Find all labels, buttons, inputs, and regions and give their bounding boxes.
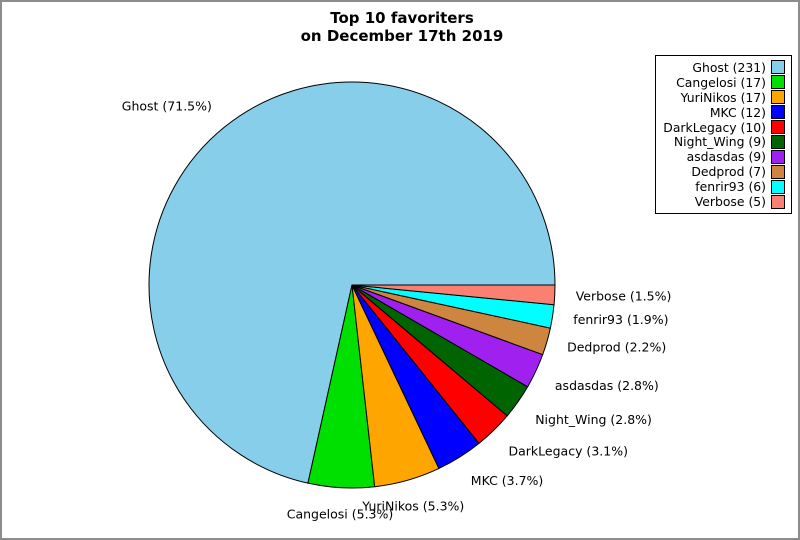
legend-item-Ghost: Ghost (231) [660,60,785,75]
legend-item-Night_Wing: Night_Wing (9) [660,134,785,150]
legend-item-label: Verbose (5) [694,194,766,210]
slice-label-Cangelosi: Cangelosi (5.3%) [287,507,394,522]
legend: Ghost (231) Cangelosi (17) YuriNikos (17) M… [655,55,792,214]
slice-label-asdasdas: asdasdas (2.8%) [555,378,659,393]
chart-title-line2: on December 17th 2019 [300,27,504,45]
legend-item-asdasdas: asdasdas (9) [660,149,785,164]
legend-color-swatch [771,120,785,135]
legend-color-swatch [771,90,785,105]
legend-color-swatch [771,60,785,75]
legend-item-label: fenrir93 (6) [695,179,766,195]
legend-item-Dedprod: Dedprod (7) [660,164,785,179]
slice-label-YuriNikos: YuriNikos (5.3%) [361,498,464,513]
slice-label-Night_Wing: Night_Wing (2.8%) [535,412,652,427]
legend-color-swatch [771,75,785,90]
slice-label-fenrir93: fenrir93 (1.9%) [573,312,668,327]
legend-color-swatch [771,179,785,194]
pie-slice-Ghost [148,81,556,484]
legend-item-DarkLegacy: DarkLegacy (10) [660,120,785,135]
slice-label-MKC: MKC (3.7%) [471,473,544,488]
legend-color-swatch [771,194,785,209]
legend-color-swatch [771,149,785,164]
slice-label-DarkLegacy: DarkLegacy (3.1%) [509,443,628,458]
legend-item-label: YuriNikos (17) [680,89,766,105]
chart-title: Top 10 favoriters on December 17th 2019 [2,9,798,45]
legend-color-swatch [771,134,785,149]
legend-item-label: DarkLegacy (10) [663,119,766,135]
legend-item-fenrir93: fenrir93 (6) [660,179,785,194]
pie-slice-Verbose [351,284,556,306]
legend-item-label: Cangelosi (17) [676,74,766,90]
legend-item-label: asdasdas (9) [686,149,766,165]
legend-color-swatch [771,105,785,120]
legend-color-swatch [771,164,785,179]
legend-item-label: Dedprod (7) [691,164,766,180]
legend-item-label: Night_Wing (9) [673,134,766,150]
legend-item-Cangelosi: Cangelosi (17) [660,75,785,90]
slice-label-Ghost: Ghost (71.5%) [122,98,212,113]
legend-item-MKC: MKC (12) [660,105,785,120]
legend-item-label: Ghost (231) [692,59,766,75]
legend-item-YuriNikos: YuriNikos (17) [660,90,785,105]
legend-item-Verbose: Verbose (5) [660,194,785,209]
slice-label-Dedprod: Dedprod (2.2%) [567,340,666,355]
slice-label-Verbose: Verbose (1.5%) [576,288,672,303]
legend-item-label: MKC (12) [709,104,766,120]
chart-title-line1: Top 10 favoriters [330,9,474,27]
